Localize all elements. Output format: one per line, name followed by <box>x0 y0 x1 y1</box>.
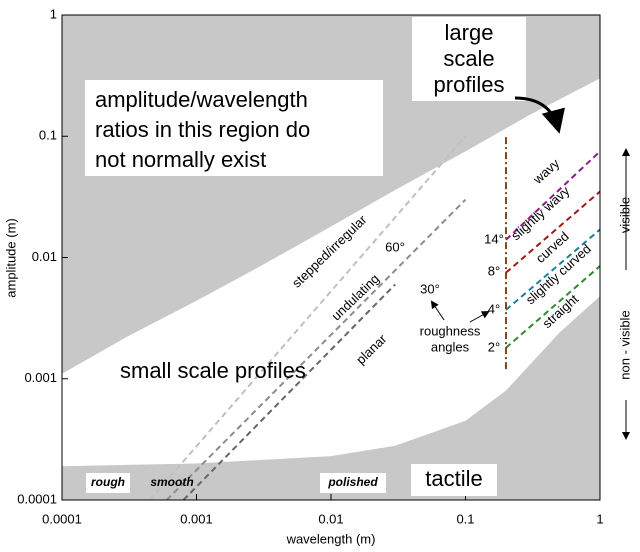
x-tick-label: 0.1 <box>456 511 474 526</box>
note: smooth <box>150 475 193 489</box>
note: small scale profiles <box>120 358 306 383</box>
y-tick-label: 0.1 <box>39 128 57 143</box>
note: 2° <box>488 339 500 354</box>
profile-line <box>505 228 601 311</box>
arrow <box>430 300 445 321</box>
note: 14° <box>484 231 504 246</box>
x-tick-label: 1 <box>596 511 603 526</box>
note: 30° <box>420 281 440 296</box>
lower-region <box>62 296 600 500</box>
note: ratios in this region do <box>95 117 310 142</box>
profile-line <box>505 265 601 349</box>
note: rough <box>91 475 125 489</box>
note: tactile <box>425 466 482 491</box>
x-tick-label: 0.001 <box>180 511 213 526</box>
note: amplitude/wavelength <box>95 87 308 112</box>
note: large <box>445 20 494 45</box>
note: polished <box>327 475 378 489</box>
profile-line <box>182 283 396 501</box>
note: 8° <box>488 263 500 278</box>
note: 60° <box>385 239 405 254</box>
y-tick-label: 0.0001 <box>17 491 57 506</box>
y-axis-label: amplitude (m) <box>3 218 18 297</box>
y-tick-label: 0.001 <box>24 370 57 385</box>
arrow <box>514 96 565 134</box>
y-tick-label: 0.01 <box>32 249 57 264</box>
x-tick-label: 0.0001 <box>42 511 82 526</box>
note: not normally exist <box>95 147 266 172</box>
note-box <box>86 473 130 493</box>
note: non - visible <box>617 310 632 379</box>
note-box <box>85 80 383 176</box>
note-box <box>412 17 526 101</box>
note: visible <box>617 197 632 233</box>
note: 4° <box>488 301 500 316</box>
profile-line <box>505 150 601 241</box>
note-box <box>411 464 497 496</box>
y-tick-label: 1 <box>50 6 57 21</box>
note: profiles <box>434 72 505 97</box>
note: roughness <box>420 323 481 338</box>
profile-line <box>165 198 467 501</box>
profile-line <box>149 135 467 501</box>
x-axis-label: wavelength (m) <box>286 531 376 546</box>
profile-line <box>505 190 601 274</box>
note: scale <box>443 46 494 71</box>
arrow <box>469 311 490 323</box>
x-tick-label: 0.01 <box>318 511 343 526</box>
note-box <box>320 473 386 493</box>
note: angles <box>431 339 470 354</box>
